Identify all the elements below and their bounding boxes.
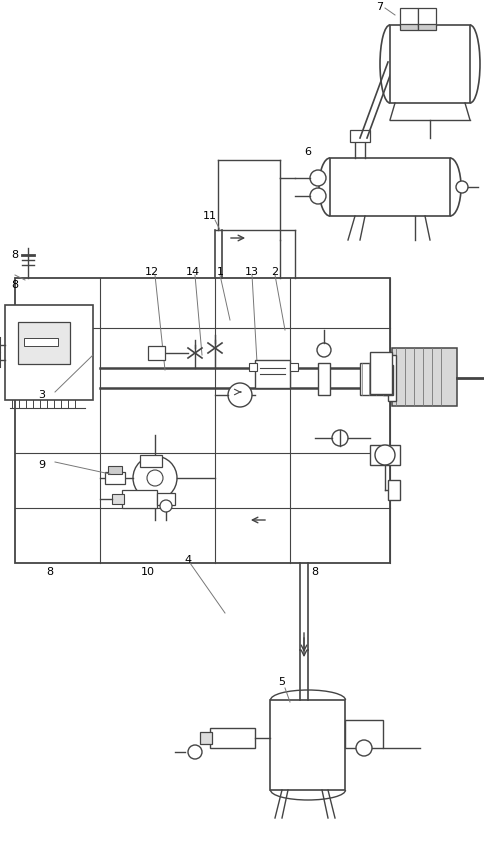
Bar [399,8,417,26]
Bar [112,494,124,504]
Text: 10: 10 [141,567,155,577]
Bar [15,278,389,563]
Text: 3: 3 [38,390,45,400]
Text: 9: 9 [38,460,45,470]
Bar [369,352,391,394]
Text: 6: 6 [304,147,311,157]
Bar [157,493,175,505]
Bar [108,466,122,474]
Bar [382,365,392,395]
Bar [18,322,70,364]
Circle shape [147,470,163,486]
Bar [399,24,417,30]
Circle shape [160,500,172,512]
Bar [349,130,369,142]
Text: 1: 1 [216,267,223,277]
Bar [417,8,435,26]
Circle shape [374,445,394,465]
Text: 4: 4 [184,555,191,565]
Bar [122,490,157,508]
Text: 13: 13 [244,267,258,277]
Text: 2: 2 [271,267,278,277]
Circle shape [133,456,177,500]
Bar [344,720,382,748]
Bar [199,732,212,744]
Bar [148,346,165,360]
Bar [5,305,93,400]
Bar [387,480,399,500]
Bar [210,728,255,748]
Circle shape [309,170,325,186]
Text: 8: 8 [12,250,18,260]
Text: 7: 7 [376,2,383,12]
Circle shape [355,740,371,756]
Bar [329,158,449,216]
Bar [289,363,297,371]
Bar [359,363,387,395]
Text: 8: 8 [12,280,18,290]
Text: 12: 12 [145,267,159,277]
Bar [417,24,435,30]
Circle shape [317,343,330,357]
Circle shape [227,383,252,407]
Circle shape [332,430,348,446]
Text: 8: 8 [311,567,318,577]
Bar [270,700,344,790]
Text: 14: 14 [185,267,199,277]
Bar [387,355,395,401]
Circle shape [309,188,325,204]
Text: 8: 8 [46,567,53,577]
Circle shape [188,745,201,759]
Bar [318,363,329,395]
Bar [140,455,162,467]
Bar [105,472,125,484]
Bar [369,445,399,465]
Bar [248,363,257,371]
Bar [255,360,289,388]
Bar [391,348,456,406]
Bar [24,338,58,346]
Text: 5: 5 [278,677,285,687]
Text: 11: 11 [203,211,216,221]
Circle shape [455,181,467,193]
Bar [389,25,469,103]
